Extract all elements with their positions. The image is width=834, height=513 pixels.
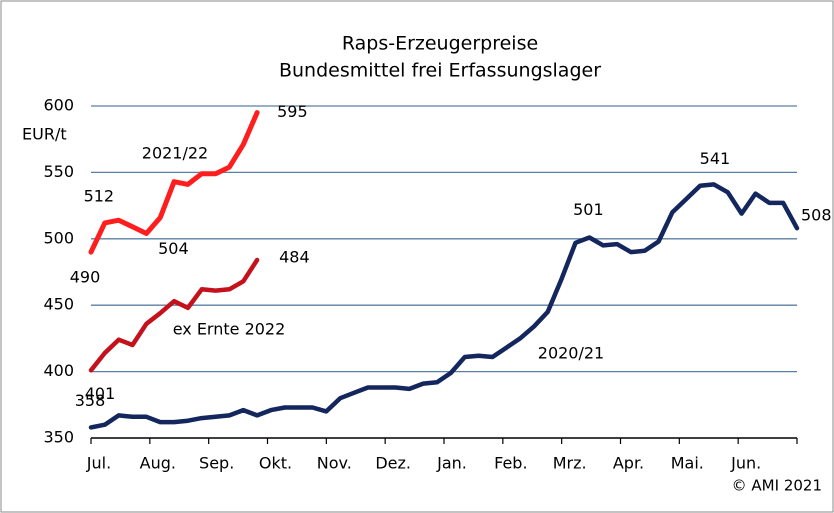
source: © AMI 2021	[732, 477, 822, 495]
x-tick-label: Okt.	[259, 454, 292, 473]
x-tick-label: Jul.	[86, 454, 111, 473]
series-line	[88, 257, 260, 373]
y-tick-label: 600	[43, 96, 74, 115]
x-tick-label: Feb.	[494, 454, 527, 473]
data-label: 508	[801, 206, 832, 225]
y-tick-label: 450	[43, 295, 74, 314]
x-tick-label: Dez.	[375, 454, 411, 473]
series-line	[88, 182, 800, 430]
y-tick-label: 400	[43, 361, 74, 380]
x-tick-label: Aug.	[140, 454, 176, 473]
x-tick-label: Mrz.	[553, 454, 587, 473]
data-label: 401	[85, 384, 116, 403]
x-tick-label: Sep.	[199, 454, 234, 473]
x-tick-label: Jan.	[436, 454, 467, 473]
y-tick-label: 550	[43, 162, 74, 181]
x-tick-label: Jun.	[730, 454, 761, 473]
x-tick-label: Nov.	[317, 454, 352, 473]
y-axis-label: EUR/t	[22, 125, 67, 144]
series-label: 2021/22	[142, 144, 208, 163]
y-tick-label: 500	[43, 228, 74, 247]
data-label: 358	[75, 391, 106, 410]
series-label: 2020/21	[538, 344, 604, 363]
x-tick-label: Mai.	[671, 454, 704, 473]
chart-title: Raps-Erzeugerpreise	[342, 33, 538, 55]
series-line	[88, 110, 260, 255]
data-label: 541	[700, 149, 731, 168]
x-tick-label: Apr.	[613, 454, 644, 473]
data-label: 512	[84, 186, 115, 205]
series-label: ex Ernte 2022	[173, 320, 286, 339]
data-label: 484	[279, 248, 310, 267]
data-label: 501	[573, 200, 604, 219]
data-label: 504	[158, 239, 189, 258]
y-tick-label: 350	[43, 428, 74, 447]
data-label: 595	[277, 102, 308, 121]
chart-subtitle: Bundesmittel frei Erfassungslager	[279, 60, 601, 82]
data-label: 490	[70, 268, 101, 287]
